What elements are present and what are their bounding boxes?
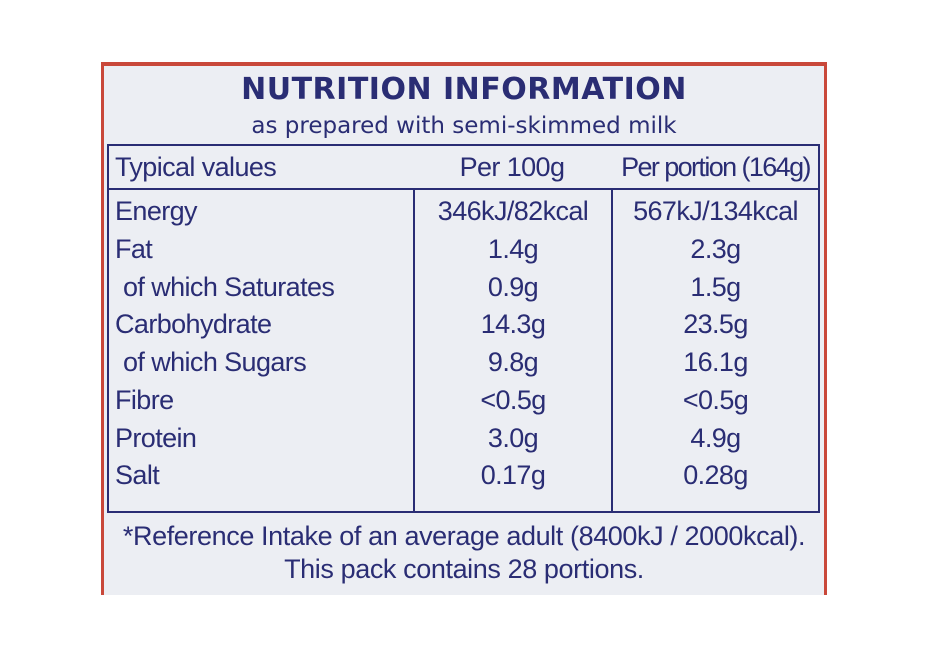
row-fibre-per-100g: <0.5g [480,385,546,415]
column-divider [413,190,415,511]
row-saturates-per-100g: 0.9g [487,272,539,302]
footnote-line-1: *Reference Intake of an average adult (8… [122,521,806,551]
header-per-portion: Per portion (164g) [621,152,811,182]
row-saturates-name: of which Saturates [123,272,335,302]
row-sugars-per-portion: 16.1g [683,347,748,377]
nutrition-panel: NUTRITION INFORMATION as prepared with s… [104,66,824,595]
row-fat-per-portion: 2.3g [690,234,741,264]
nutrition-subtitle: as prepared with semi-skimmed milk [251,113,677,139]
row-carbohydrate-per-portion: 23.5g [683,309,748,339]
column-divider [611,190,613,511]
footnote-line-2: This pack contains 28 portions. [284,554,644,584]
row-fibre-per-portion: <0.5g [682,385,749,415]
row-energy-name: Energy [115,196,198,226]
row-energy-per-100g: 346kJ/82kcal [437,196,589,226]
row-protein-per-portion: 4.9g [690,423,741,453]
row-salt-per-portion: 0.28g [683,460,748,490]
nutrition-title: NUTRITION INFORMATION [241,72,687,107]
row-protein-per-100g: 3.0g [487,423,539,453]
nutrition-table: Typical values Per 100g Per portion (164… [107,144,820,513]
row-energy-per-portion: 567kJ/134kcal [633,196,798,226]
row-fat-per-100g: 1.4g [487,234,539,264]
row-carbohydrate-per-100g: 14.3g [480,309,546,339]
row-protein-name: Protein [115,423,197,453]
row-fibre-name: Fibre [115,385,174,415]
row-carbohydrate-name: Carbohydrate [115,309,272,339]
row-sugars-per-100g: 9.8g [487,347,539,377]
header-typical-values: Typical values [115,152,277,182]
row-fat-name: Fat [115,234,153,264]
row-sugars-name: of which Sugars [123,347,307,377]
row-salt-name: Salt [115,460,160,490]
header-per-100g: Per 100g [459,152,565,182]
header-divider [109,188,818,190]
nutrition-label: NUTRITION INFORMATION as prepared with s… [101,62,827,595]
reference-intake-footnote: *Reference Intake of an average adult (8… [104,520,824,586]
row-salt-per-100g: 0.17g [480,460,546,490]
row-saturates-per-portion: 1.5g [690,272,741,302]
